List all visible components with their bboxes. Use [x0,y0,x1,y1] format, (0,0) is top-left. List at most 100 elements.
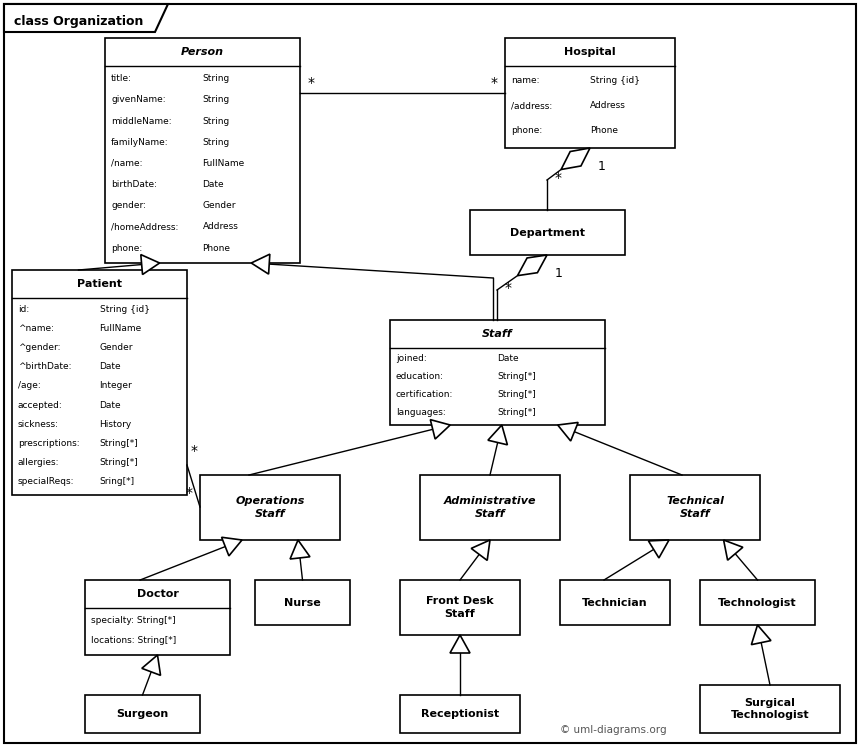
Bar [85,580,230,655]
Text: String[*]: String[*] [100,458,138,467]
Text: Administrative
Staff: Administrative Staff [444,496,537,518]
Text: History: History [100,420,132,429]
Polygon shape [488,425,507,444]
Text: Phone: Phone [202,244,230,252]
Text: birthDate:: birthDate: [111,180,157,189]
Polygon shape [142,655,161,675]
Text: FullName: FullName [202,159,245,168]
Text: class Organization: class Organization [14,16,144,28]
Text: String[*]: String[*] [497,372,537,381]
Text: String[*]: String[*] [497,408,537,417]
Text: String[*]: String[*] [100,438,138,448]
Text: *: * [505,281,512,295]
Polygon shape [251,254,270,274]
Text: 1: 1 [555,267,563,280]
Text: gender:: gender: [111,201,146,211]
Text: title:: title: [111,74,132,83]
Text: String[*]: String[*] [497,390,537,399]
Text: Technician: Technician [582,598,648,607]
Text: Date: Date [202,180,224,189]
Text: ^gender:: ^gender: [18,343,60,353]
Text: specialty: String[*]: specialty: String[*] [91,616,175,624]
Bar [700,580,815,625]
Text: Date: Date [497,354,519,363]
Polygon shape [723,540,743,560]
Bar [390,320,605,425]
Text: String: String [202,137,230,146]
Text: /homeAddress:: /homeAddress: [111,223,178,232]
Text: String: String [202,74,230,83]
Text: ^birthDate:: ^birthDate: [18,362,71,371]
Text: Date: Date [100,400,121,409]
Text: ^name:: ^name: [18,324,54,333]
Polygon shape [222,537,242,556]
Text: middleName:: middleName: [111,117,172,125]
Polygon shape [557,423,578,441]
Text: joined:: joined: [396,354,427,363]
Text: /age:: /age: [18,382,40,391]
Bar [12,270,187,495]
Text: /name:: /name: [111,159,143,168]
Text: Hospital: Hospital [564,47,616,57]
Text: *: * [491,76,498,90]
Polygon shape [4,4,168,32]
Polygon shape [561,148,590,170]
Polygon shape [450,635,470,653]
Bar [420,475,560,540]
Text: Technical
Staff: Technical Staff [666,496,724,518]
Text: String: String [202,117,230,125]
Bar [505,38,675,148]
Text: Front Desk
Staff: Front Desk Staff [427,596,494,619]
Text: Person: Person [181,47,224,57]
Text: Doctor: Doctor [137,589,178,599]
Text: Technologist: Technologist [718,598,797,607]
Text: allergies:: allergies: [18,458,59,467]
Text: FullName: FullName [100,324,142,333]
Bar [85,695,200,733]
Text: familyName:: familyName: [111,137,169,146]
Text: Phone: Phone [590,126,618,135]
Text: 1: 1 [598,160,606,173]
Text: prescriptions:: prescriptions: [18,438,80,448]
Text: Address: Address [202,223,238,232]
Polygon shape [648,540,669,558]
Text: name:: name: [511,76,539,85]
Text: languages:: languages: [396,408,445,417]
Bar [700,685,840,733]
Polygon shape [430,420,450,439]
Polygon shape [518,255,547,276]
Text: Gender: Gender [202,201,236,211]
Text: *: * [191,444,198,458]
Text: id:: id: [18,305,29,314]
Text: *: * [186,486,193,500]
Text: Nurse: Nurse [284,598,321,607]
Text: specialReqs:: specialReqs: [18,477,75,486]
Bar [255,580,350,625]
Bar [200,475,340,540]
Text: locations: String[*]: locations: String[*] [91,636,176,645]
Bar [400,695,520,733]
Text: Operations
Staff: Operations Staff [236,496,304,518]
Text: Integer: Integer [100,382,132,391]
Text: education:: education: [396,372,444,381]
Text: Surgical
Technologist: Surgical Technologist [731,698,809,720]
Text: Patient: Patient [77,279,122,289]
Text: Gender: Gender [100,343,133,353]
Polygon shape [290,540,310,559]
Bar [470,210,625,255]
Bar [560,580,670,625]
Text: sickness:: sickness: [18,420,59,429]
Text: String {id}: String {id} [590,76,640,85]
Text: Sring[*]: Sring[*] [100,477,135,486]
Text: phone:: phone: [511,126,543,135]
Text: Department: Department [510,228,585,238]
Text: Staff: Staff [482,329,513,339]
Text: © uml-diagrams.org: © uml-diagrams.org [560,725,666,735]
Text: /address:: /address: [511,102,552,111]
Bar [630,475,760,540]
Text: accepted:: accepted: [18,400,63,409]
Polygon shape [141,255,160,274]
Polygon shape [752,625,771,645]
Text: String: String [202,96,230,105]
Text: Date: Date [100,362,121,371]
